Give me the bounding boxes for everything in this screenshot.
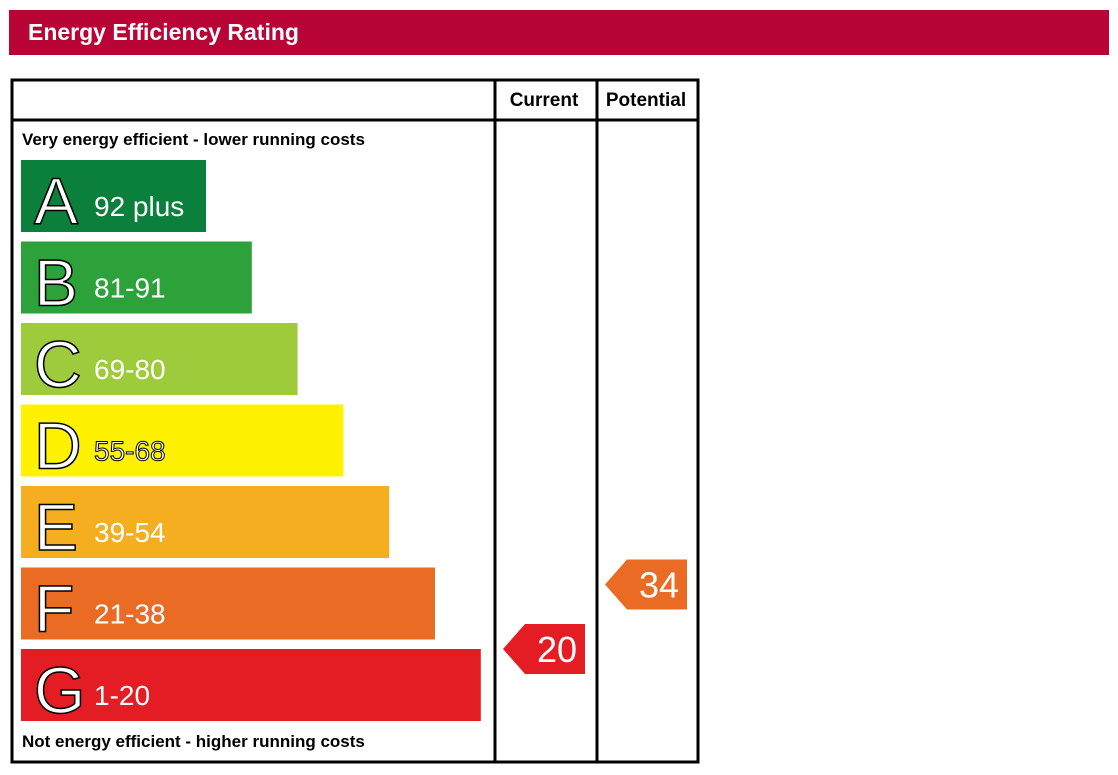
band-letter-g: G bbox=[34, 653, 85, 727]
band-range-g: 1-20 bbox=[94, 680, 150, 711]
band-bar-d bbox=[21, 404, 344, 477]
page-title: Energy Efficiency Rating bbox=[28, 19, 299, 45]
band-bar-a bbox=[21, 160, 206, 232]
band-range-f: 21-38 bbox=[94, 599, 166, 630]
band-letter-c: C bbox=[34, 327, 82, 401]
band-letter-d: D bbox=[34, 409, 82, 483]
band-letter-a: A bbox=[34, 164, 78, 238]
band-letter-b: B bbox=[34, 246, 78, 320]
rating-bands: A 92 plus B 81-91 C 69-80 D 55-68 E 39-54 F 21-38 G 1… bbox=[21, 160, 481, 728]
band-letter-e: E bbox=[34, 490, 78, 564]
band-range-b: 81-91 bbox=[94, 273, 166, 304]
bottom-caption: Not energy efficient - higher running co… bbox=[22, 732, 365, 751]
band-range-a: 92 plus bbox=[94, 191, 184, 222]
band-letter-f: F bbox=[34, 572, 74, 646]
current-arrow bbox=[503, 624, 585, 674]
band-range-e: 39-54 bbox=[94, 517, 166, 548]
column-header-current: Current bbox=[510, 90, 579, 111]
chart-frame bbox=[10, 78, 700, 764]
band-bar-f bbox=[21, 567, 435, 640]
band-bar-c bbox=[21, 323, 298, 395]
potential-arrow bbox=[605, 559, 687, 610]
current-rating-value: 20 bbox=[537, 629, 577, 670]
band-bar-e bbox=[21, 486, 390, 558]
band-bar-b bbox=[21, 241, 252, 314]
title-bar: Energy Efficiency Rating bbox=[9, 10, 1109, 55]
top-caption: Very energy efficient - lower running co… bbox=[22, 130, 365, 149]
column-header-potential: Potential bbox=[606, 90, 686, 111]
band-range-c: 69-80 bbox=[94, 354, 166, 385]
band-bar-g bbox=[21, 649, 481, 721]
potential-rating-value: 34 bbox=[639, 565, 679, 606]
band-range-d: 55-68 bbox=[94, 436, 166, 467]
